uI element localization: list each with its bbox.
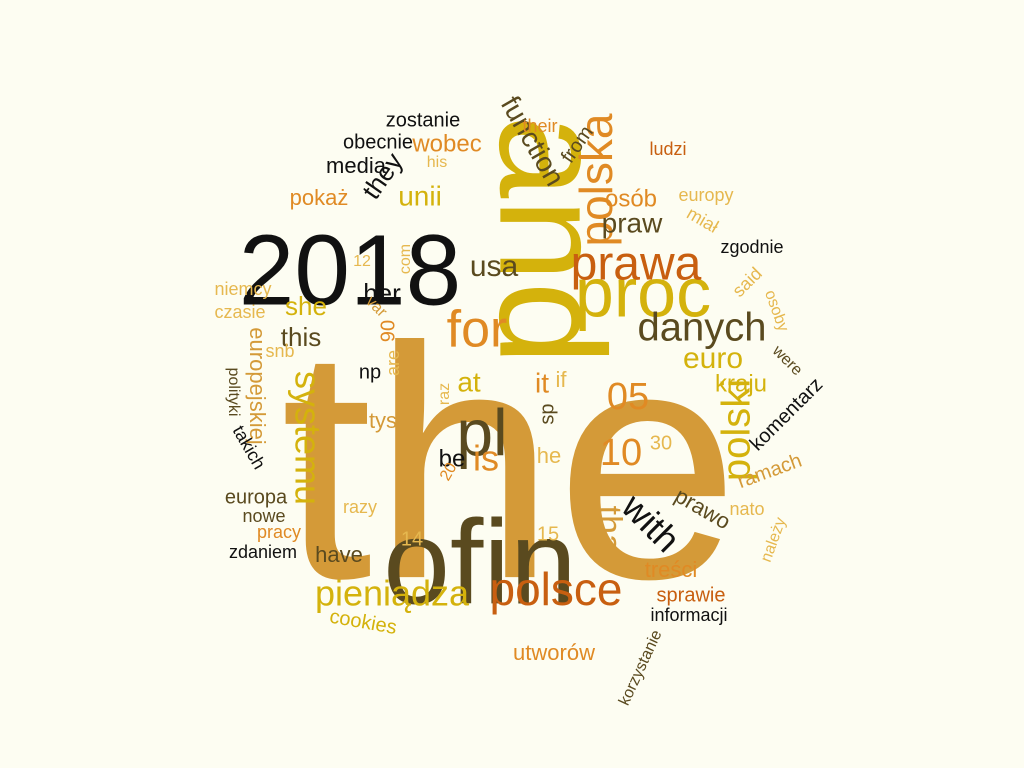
cloud-word: sp xyxy=(536,403,558,424)
cloud-word: zdaniem xyxy=(229,542,297,562)
cloud-word: polityki xyxy=(225,368,242,417)
cloud-word: danych xyxy=(638,306,767,350)
cloud-word: zgodnie xyxy=(720,237,783,257)
cloud-word: have xyxy=(315,542,363,567)
cloud-word: niemcy xyxy=(214,279,271,299)
cloud-word: for xyxy=(447,301,508,359)
cloud-word: unii xyxy=(398,180,442,211)
cloud-word: he xyxy=(537,443,561,468)
cloud-word: 2018 xyxy=(239,214,461,326)
cloud-word: systemu xyxy=(287,371,328,505)
cloud-word: this xyxy=(281,322,321,352)
cloud-word: praw xyxy=(602,207,663,238)
cloud-word: 15 xyxy=(537,523,559,545)
cloud-word: nato xyxy=(729,499,764,519)
cloud-word: media xyxy=(326,153,387,178)
cloud-word: the xyxy=(281,278,740,647)
cloud-word: and xyxy=(468,115,636,365)
cloud-word: snb xyxy=(265,341,294,361)
cloud-word: informacji xyxy=(650,605,727,625)
cloud-word: 06 xyxy=(376,320,398,342)
cloud-word: wobec xyxy=(411,130,481,157)
cloud-word: tys xyxy=(369,408,397,433)
cloud-word: polsce xyxy=(490,563,623,615)
cloud-word: pracy xyxy=(257,522,301,542)
cloud-word: euro xyxy=(683,342,743,375)
cloud-word: treści xyxy=(645,557,698,582)
cloud-word: be xyxy=(439,445,466,472)
cloud-word: is xyxy=(473,438,499,479)
cloud-word: if xyxy=(556,367,568,392)
cloud-word: 30 xyxy=(650,432,672,454)
cloud-word: that xyxy=(590,506,628,563)
cloud-word: it xyxy=(535,367,549,398)
cloud-word: osób xyxy=(605,185,657,212)
cloud-word: polska xyxy=(570,113,622,246)
cloud-word: are xyxy=(383,350,403,376)
cloud-word: europa xyxy=(225,486,288,508)
cloud-word: nowe xyxy=(242,506,285,526)
cloud-word: obecnie xyxy=(343,131,413,153)
cloud-word: sprawie xyxy=(657,584,726,606)
cloud-word: kraju xyxy=(715,370,767,397)
cloud-word: np xyxy=(359,361,381,383)
cloud-word: ludzi xyxy=(649,139,686,159)
cloud-word: zostanie xyxy=(386,109,461,131)
cloud-word: polski xyxy=(715,379,759,481)
cloud-word: pieniądza xyxy=(315,573,470,614)
cloud-word: 10 xyxy=(600,432,642,474)
cloud-word: at xyxy=(457,366,481,397)
cloud-word: prawa xyxy=(571,238,702,291)
cloud-word: usa xyxy=(470,250,519,283)
cloud-word: his xyxy=(427,154,447,171)
cloud-word: pokaż xyxy=(290,185,349,210)
cloud-word: her xyxy=(363,278,401,308)
cloud-word: 05 xyxy=(607,376,649,418)
cloud-word: europejskiej xyxy=(245,327,270,444)
cloud-word: europy xyxy=(678,185,733,205)
cloud-word: pl xyxy=(456,395,507,469)
cloud-word: their xyxy=(522,116,557,136)
cloud-word: com xyxy=(397,244,414,274)
cloud-word: czasie xyxy=(214,302,265,322)
cloud-word: 20 xyxy=(437,460,461,484)
cloud-word: raz xyxy=(436,383,453,405)
cloud-word: 12 xyxy=(353,253,371,270)
cloud-word: proc xyxy=(575,253,711,331)
cloud-word: utworów xyxy=(513,640,595,665)
cloud-word: 14 xyxy=(401,528,423,550)
cloud-word: ofin xyxy=(383,496,576,630)
cloud-word: razy xyxy=(343,497,377,517)
cloud-word: she xyxy=(285,291,327,321)
